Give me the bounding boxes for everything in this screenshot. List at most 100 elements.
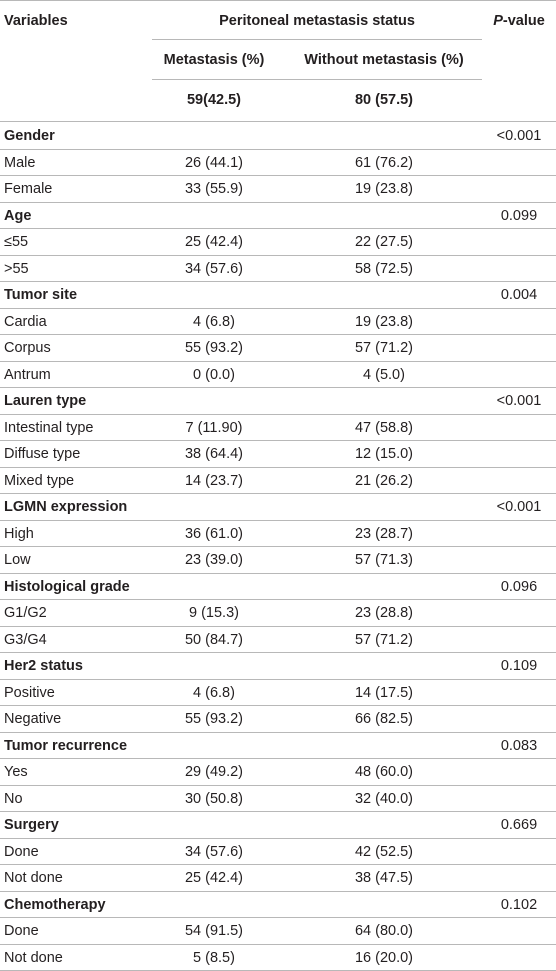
p-value-cell: 0.099 (500, 208, 538, 224)
p-value-cell: 0.669 (500, 817, 538, 833)
row-label: Male (4, 155, 36, 171)
row-separator (0, 361, 556, 362)
row-separator (0, 175, 556, 176)
header-subgroup-rule (152, 79, 482, 80)
section-label: Her2 status (4, 658, 83, 674)
row-label: Cardia (4, 314, 47, 330)
section-label: Surgery (4, 817, 59, 833)
header-p-suffix: -value (502, 13, 545, 29)
row-label: G3/G4 (4, 632, 47, 648)
row-separator (0, 732, 556, 733)
metastasis-cell: 29 (49.2) (184, 764, 244, 780)
p-value-cell: <0.001 (496, 128, 542, 144)
row-separator (0, 228, 556, 229)
without-metastasis-cell: 12 (15.0) (354, 446, 414, 462)
without-metastasis-cell: 23 (28.7) (354, 526, 414, 542)
metastasis-cell: 55 (93.2) (184, 711, 244, 727)
without-metastasis-cell: 19 (23.8) (354, 181, 414, 197)
row-separator (0, 308, 556, 309)
header-without-metastasis: Without metastasis (%) (304, 52, 464, 68)
row-separator (0, 944, 556, 945)
row-label: Low (4, 552, 31, 568)
row-separator (0, 652, 556, 653)
row-separator (0, 811, 556, 812)
row-label: Intestinal type (4, 420, 94, 436)
row-label: ≤55 (4, 234, 29, 250)
row-separator (0, 891, 556, 892)
row-separator (0, 440, 556, 441)
row-label: Not done (4, 870, 63, 886)
row-separator (0, 493, 556, 494)
without-metastasis-cell: 38 (47.5) (354, 870, 414, 886)
row-separator (0, 520, 556, 521)
without-metastasis-cell: 47 (58.8) (354, 420, 414, 436)
header-bottom-rule (0, 121, 556, 122)
without-metastasis-cell: 48 (60.0) (354, 764, 414, 780)
row-separator (0, 149, 556, 150)
row-label: Positive (4, 685, 55, 701)
row-label: Antrum (4, 367, 51, 383)
row-label: Female (4, 181, 53, 197)
section-label: Tumor site (4, 287, 78, 303)
without-metastasis-cell: 32 (40.0) (354, 791, 414, 807)
metastasis-cell: 14 (23.7) (184, 473, 244, 489)
metastasis-cell: 26 (44.1) (184, 155, 244, 171)
p-value-cell: 0.102 (500, 897, 538, 913)
section-label: Gender (4, 128, 55, 144)
without-metastasis-cell: 66 (82.5) (354, 711, 414, 727)
row-separator (0, 387, 556, 388)
row-label: Done (4, 844, 39, 860)
row-label: Negative (4, 711, 62, 727)
row-label: Not done (4, 950, 63, 966)
row-label: G1/G2 (4, 605, 47, 621)
row-separator (0, 255, 556, 256)
metastasis-cell: 4 (6.8) (193, 685, 235, 701)
header-metastasis: Metastasis (%) (163, 52, 265, 68)
header-n-metastasis: 59(42.5) (186, 92, 241, 108)
header-group-title: Peritoneal metastasis status (219, 13, 415, 29)
section-label: Age (4, 208, 32, 224)
row-label: Corpus (4, 340, 51, 356)
without-metastasis-cell: 64 (80.0) (354, 923, 414, 939)
row-label: No (4, 791, 23, 807)
metastasis-cell: 7 (11.90) (185, 420, 243, 436)
row-separator (0, 917, 556, 918)
metastasis-cell: 5 (8.5) (193, 950, 235, 966)
metastasis-cell: 50 (84.7) (184, 632, 244, 648)
without-metastasis-cell: 61 (76.2) (354, 155, 414, 171)
without-metastasis-cell: 19 (23.8) (354, 314, 414, 330)
row-label: Mixed type (4, 473, 75, 489)
p-value-cell: <0.001 (496, 393, 542, 409)
section-label: Histological grade (4, 579, 130, 595)
p-value-cell: 0.004 (500, 287, 538, 303)
header-variables: Variables (4, 13, 68, 29)
without-metastasis-cell: 16 (20.0) (354, 950, 414, 966)
metastasis-cell: 54 (91.5) (184, 923, 244, 939)
metastasis-cell: 36 (61.0) (184, 526, 244, 542)
without-metastasis-cell: 57 (71.2) (354, 632, 414, 648)
metastasis-cell: 23 (39.0) (184, 552, 244, 568)
metastasis-cell: 0 (0.0) (193, 367, 235, 383)
row-separator (0, 414, 556, 415)
row-separator (0, 864, 556, 865)
p-value-cell: <0.001 (496, 499, 542, 515)
metastasis-cell: 25 (42.4) (184, 234, 244, 250)
without-metastasis-cell: 57 (71.3) (354, 552, 414, 568)
header-p-value: P-value (482, 12, 556, 30)
row-separator (0, 758, 556, 759)
without-metastasis-cell: 23 (28.8) (354, 605, 414, 621)
without-metastasis-cell: 4 (5.0) (363, 367, 405, 383)
row-separator (0, 679, 556, 680)
without-metastasis-cell: 21 (26.2) (354, 473, 414, 489)
row-separator (0, 281, 556, 282)
row-separator (0, 467, 556, 468)
metastasis-cell: 9 (15.3) (189, 605, 239, 621)
row-label: Done (4, 923, 39, 939)
row-separator (0, 573, 556, 574)
metastasis-cell: 34 (57.6) (184, 844, 244, 860)
section-label: LGMN expression (4, 499, 128, 515)
p-value-cell: 0.096 (500, 579, 538, 595)
metastasis-cell: 33 (55.9) (184, 181, 244, 197)
section-label: Lauren type (4, 393, 87, 409)
row-separator (0, 546, 556, 547)
